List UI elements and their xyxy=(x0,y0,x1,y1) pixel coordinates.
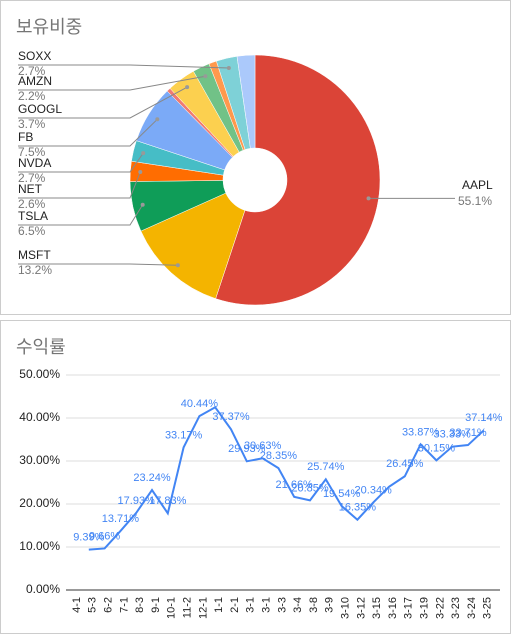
x-tick-label: 5-3 xyxy=(87,597,99,613)
y-tick-label: 40.00% xyxy=(19,410,60,424)
pie-title: 보유비중 xyxy=(16,17,82,37)
y-tick-label: 30.00% xyxy=(19,453,60,467)
slice-label: AAPL xyxy=(462,178,493,192)
slice-value: 2.7% xyxy=(18,64,46,78)
x-tick-label: 10-1 xyxy=(166,597,178,619)
y-tick-label: 0.00% xyxy=(26,582,60,596)
data-label: 23.24% xyxy=(133,472,171,484)
data-label: 20.85% xyxy=(291,482,329,494)
leader-line xyxy=(18,64,229,69)
data-label: 21.66% xyxy=(276,479,314,491)
data-label: 26.45% xyxy=(386,458,424,470)
leader-dot xyxy=(203,74,208,79)
leader-line xyxy=(18,171,141,199)
slice-value: 3.7% xyxy=(18,117,46,131)
data-label: 9.39% xyxy=(73,532,104,544)
leader-dot xyxy=(366,196,371,201)
y-tick-label: 20.00% xyxy=(19,496,60,510)
slice-value: 6.5% xyxy=(18,224,46,238)
x-tick-label: 8-3 xyxy=(134,597,146,613)
data-label: 37.37% xyxy=(212,411,250,423)
slice-value: 13.2% xyxy=(18,263,52,277)
leader-line xyxy=(18,263,178,266)
data-label: 37.14% xyxy=(465,412,503,424)
leader-line xyxy=(18,86,188,119)
slice-label: AMZN xyxy=(18,74,52,88)
data-label: 33.17% xyxy=(165,429,203,441)
x-tick-label: 3-25 xyxy=(482,597,494,619)
x-tick-label: 3-4 xyxy=(292,597,304,613)
data-label: 33.33% xyxy=(434,429,472,441)
leader-dot xyxy=(155,117,160,122)
data-label: 17.93% xyxy=(118,495,156,507)
x-tick-label: 3-15 xyxy=(371,597,383,619)
x-tick-label: 3-19 xyxy=(419,597,431,619)
x-tick-label: 3-17 xyxy=(403,597,415,619)
x-tick-label: 9-1 xyxy=(150,597,162,613)
y-tick-label: 10.00% xyxy=(19,539,60,553)
data-label: 30.63% xyxy=(244,440,282,452)
leader-dot xyxy=(226,66,231,71)
line-title: 수익률 xyxy=(16,337,66,357)
x-tick-label: 3-24 xyxy=(466,597,478,619)
leader-line xyxy=(18,204,144,226)
data-label: 40.44% xyxy=(181,398,219,410)
slice-value: 7.5% xyxy=(18,145,46,159)
x-tick-label: 3-10 xyxy=(340,597,352,619)
slice xyxy=(215,54,381,306)
slice xyxy=(236,54,256,149)
leader-line xyxy=(18,75,206,91)
leader-line xyxy=(18,118,158,147)
line-panel xyxy=(0,320,511,634)
slice-value: 2.2% xyxy=(18,89,46,103)
slice-value: 2.7% xyxy=(18,171,46,185)
line-series xyxy=(88,405,485,551)
data-label: 13.71% xyxy=(102,513,140,525)
leader-dot xyxy=(141,151,146,156)
data-label: 33.87% xyxy=(402,426,440,438)
x-tick-label: 3-9 xyxy=(324,597,336,613)
x-tick-label: 3-8 xyxy=(308,597,320,613)
x-tick-label: 3-22 xyxy=(434,597,446,619)
slice-label: TSLA xyxy=(18,209,48,223)
x-tick-label: 6-2 xyxy=(103,597,115,613)
data-label: 19.54% xyxy=(323,488,361,500)
leader-dot xyxy=(138,170,143,175)
data-label: 20.34% xyxy=(355,484,393,496)
data-label: 9.66% xyxy=(89,530,120,542)
data-label: 16.35% xyxy=(339,502,377,514)
slice-label: SOXX xyxy=(18,49,51,63)
x-tick-label: 2-1 xyxy=(229,597,241,613)
x-tick-label: 3-1 xyxy=(245,597,257,613)
x-tick-label: 3-16 xyxy=(387,597,399,619)
leader-line xyxy=(18,152,144,173)
x-tick-label: 3-23 xyxy=(450,597,462,619)
data-label: 25.74% xyxy=(307,461,345,473)
data-label: 33.71% xyxy=(449,427,487,439)
slice-label: NVDA xyxy=(18,156,51,170)
data-label: 29.93% xyxy=(228,443,266,455)
x-tick-label: 4-1 xyxy=(71,597,83,613)
x-tick-label: 3-1 xyxy=(261,597,273,613)
slice-label: GOOGL xyxy=(18,102,62,116)
data-label: 28.35% xyxy=(260,450,298,462)
data-label: 30.15% xyxy=(418,442,456,454)
slice-value: 2.6% xyxy=(18,197,46,211)
y-tick-label: 50.00% xyxy=(19,367,60,381)
leader-dot xyxy=(185,85,190,90)
slice-label: NET xyxy=(18,182,43,196)
x-tick-label: 3-12 xyxy=(355,597,367,619)
slice-label: FB xyxy=(18,130,33,144)
x-tick-label: 1-1 xyxy=(213,597,225,613)
data-label: 17.83% xyxy=(149,495,187,507)
leader-dot xyxy=(140,202,145,207)
x-tick-label: 3-3 xyxy=(276,597,288,613)
leader-dot xyxy=(175,263,180,268)
x-tick-label: 12-1 xyxy=(197,597,209,619)
x-tick-label: 7-1 xyxy=(118,597,130,613)
x-tick-label: 11-2 xyxy=(182,597,194,618)
slice-value: 55.1% xyxy=(458,194,492,208)
slice-label: MSFT xyxy=(18,248,51,262)
